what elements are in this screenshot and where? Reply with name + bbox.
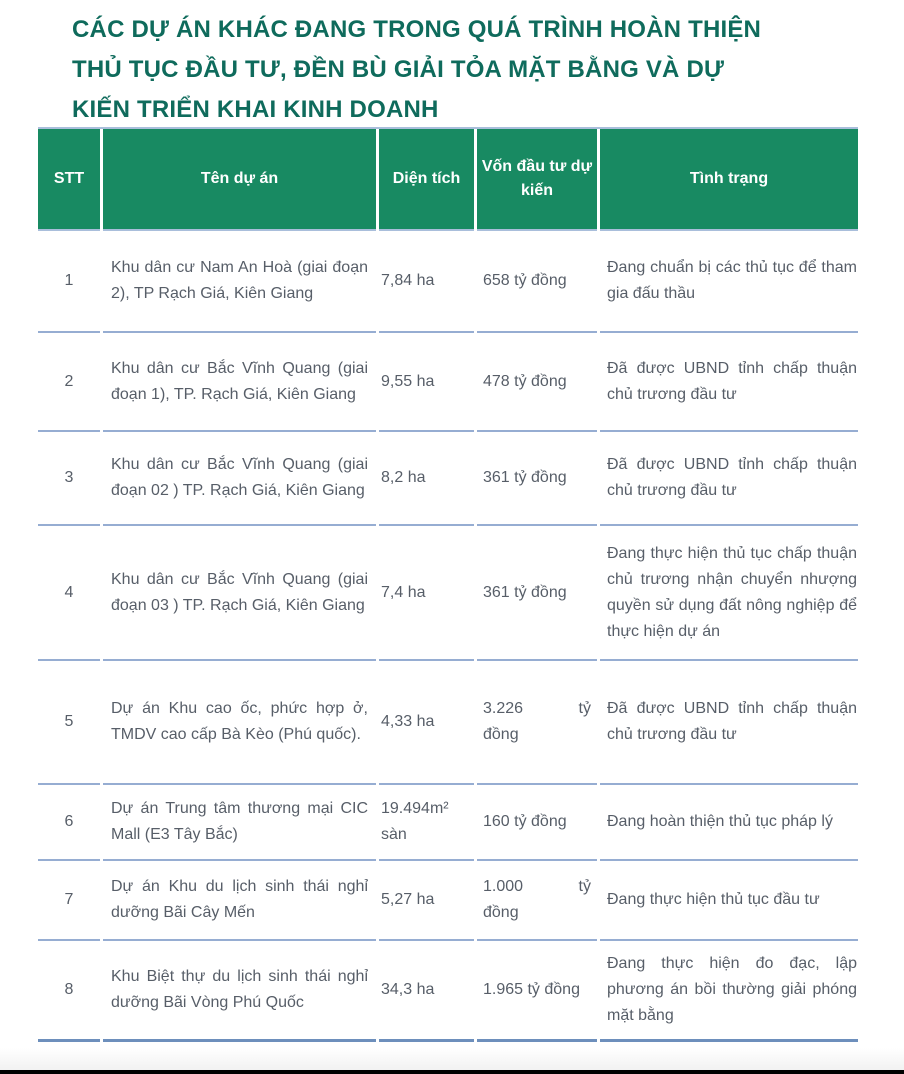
stt-cell: 2: [38, 333, 100, 432]
stt-cell: 6: [38, 785, 100, 861]
status-cell-text: Đã được UBND tỉnh chấp thuận chủ trương …: [607, 700, 857, 743]
project-name-cell: Khu dân cư Bắc Vĩnh Quang (giai đoạn 03 …: [103, 526, 376, 661]
project-name-cell-text: Khu dân cư Bắc Vĩnh Quang (giai đoạn 03 …: [111, 570, 368, 614]
page-bottom-bar: [0, 1070, 904, 1074]
stt-cell-text: 7: [64, 891, 74, 908]
capital-cell: 361 tỷ đồng: [477, 432, 597, 526]
status-cell: Đang hoàn thiện thủ tục pháp lý: [600, 785, 858, 861]
area-cell-text: 19.494m² sàn: [381, 800, 449, 843]
project-name-cell-text: Dự án Trung tâm thương mại CIC Mall (E3 …: [111, 800, 368, 843]
stt-cell: 4: [38, 526, 100, 661]
header-cell-status: Tình trạng: [600, 129, 858, 231]
header-cell-capital: Vốn đầu tư dự kiến: [477, 129, 597, 231]
area-cell-text: 4,33 ha: [381, 713, 435, 730]
status-cell: Đã được UBND tỉnh chấp thuận chủ trương …: [600, 661, 858, 785]
project-name-cell-text: Dự án Khu du lịch sinh thái nghỉ dưỡng B…: [111, 878, 368, 921]
page-title: CÁC DỰ ÁN KHÁC ĐANG TRONG QUÁ TRÌNH HOÀN…: [72, 16, 762, 123]
capital-cell: 160 tỷ đồng: [477, 785, 597, 861]
area-cell-text: 5,27 ha: [381, 891, 435, 908]
header-cell-area: Diện tích: [379, 129, 474, 231]
project-name-cell: Khu dân cư Bắc Vĩnh Quang (giai đoạn 1),…: [103, 333, 376, 432]
stt-cell: 1: [38, 231, 100, 333]
area-cell: 7,4 ha: [379, 526, 474, 661]
status-cell: Đang thực hiện thủ tục chấp thuận chủ tr…: [600, 526, 858, 661]
table-row: 4 Khu dân cư Bắc Vĩnh Quang (giai đoạn 03…: [38, 526, 858, 661]
capital-cell-text: 658 tỷ đồng: [483, 272, 567, 289]
capital-cell: 1.965 tỷ đồng: [477, 941, 597, 1042]
status-cell-text: Đang thực hiện thủ tục đầu tư: [607, 891, 820, 908]
status-cell-text: Đang hoàn thiện thủ tục pháp lý: [607, 813, 833, 830]
capital-cell: 478 tỷ đồng: [477, 333, 597, 432]
page-bottom-shade: [0, 1048, 904, 1070]
capital-cell-text: 3.226 tỷ đồng: [483, 700, 591, 743]
stt-cell-text: 4: [64, 583, 74, 601]
status-cell: Đang thực hiện thủ tục đầu tư: [600, 861, 858, 941]
capital-cell-text: 361 tỷ đồng: [483, 469, 567, 486]
stt-cell-text: 3: [64, 469, 74, 486]
stt-cell: 3: [38, 432, 100, 526]
area-cell: 4,33 ha: [379, 661, 474, 785]
stt-cell-text: 6: [64, 813, 74, 830]
stt-cell-text: 5: [64, 713, 74, 730]
status-cell-text: Đã được UBND tỉnh chấp thuận chủ trương …: [607, 456, 857, 499]
table-row: 1 Khu dân cư Nam An Hoà (giai đoạn 2), TP…: [38, 231, 858, 333]
capital-cell-text: 361 tỷ đồng: [483, 583, 567, 601]
capital-cell: 3.226 tỷ đồng: [477, 661, 597, 785]
status-cell: Đang thực hiện đo đạc, lập phương án bồi…: [600, 941, 858, 1042]
project-name-cell: Dự án Trung tâm thương mại CIC Mall (E3 …: [103, 785, 376, 861]
area-cell: 19.494m² sàn: [379, 785, 474, 861]
status-cell: Đang chuẩn bị các thủ tục để tham gia đấ…: [600, 231, 858, 333]
status-cell: Đã được UBND tỉnh chấp thuận chủ trương …: [600, 432, 858, 526]
stt-cell-text: 8: [64, 981, 74, 998]
table-header-row: STT Tên dự án Diện tích Vốn đầu tư dự ki…: [38, 127, 858, 231]
header-cell-stt: STT: [38, 129, 100, 231]
status-cell-text: Đang thực hiện thủ tục chấp thuận chủ tr…: [607, 544, 857, 640]
area-cell: 5,27 ha: [379, 861, 474, 941]
capital-cell: 658 tỷ đồng: [477, 231, 597, 333]
capital-cell-text: 1.000 tỷ đồng: [483, 878, 591, 921]
area-cell-text: 7,84 ha: [381, 272, 435, 289]
area-cell: 34,3 ha: [379, 941, 474, 1042]
table-row: 6 Dự án Trung tâm thương mại CIC Mall (E3…: [38, 785, 858, 861]
project-name-cell: Khu dân cư Nam An Hoà (giai đoạn 2), TP …: [103, 231, 376, 333]
capital-cell: 361 tỷ đồng: [477, 526, 597, 661]
stt-cell: 7: [38, 861, 100, 941]
status-cell-text: Đang chuẩn bị các thủ tục để tham gia đấ…: [607, 259, 857, 302]
table-row: 5 Dự án Khu cao ốc, phức hợp ở, TMDV cao …: [38, 661, 858, 785]
area-cell-text: 9,55 ha: [381, 372, 435, 390]
project-name-cell-text: Dự án Khu cao ốc, phức hợp ở, TMDV cao c…: [111, 700, 368, 743]
status-cell: Đã được UBND tỉnh chấp thuận chủ trương …: [600, 333, 858, 432]
header-cell-name: Tên dự án: [103, 129, 376, 231]
status-cell-text: Đã được UBND tỉnh chấp thuận chủ trương …: [607, 359, 857, 403]
area-cell-text: 8,2 ha: [381, 469, 426, 486]
capital-cell-text: 1.965 tỷ đồng: [483, 981, 580, 998]
capital-cell-text: 160 tỷ đồng: [483, 813, 567, 830]
stt-cell-text: 1: [64, 272, 74, 289]
stt-cell-text: 2: [64, 372, 74, 390]
area-cell: 7,84 ha: [379, 231, 474, 333]
stt-cell: 8: [38, 941, 100, 1042]
project-name-cell: Khu dân cư Bắc Vĩnh Quang (giai đoạn 02 …: [103, 432, 376, 526]
projects-table: STT Tên dự án Diện tích Vốn đầu tư dự ki…: [38, 127, 858, 1042]
area-cell: 8,2 ha: [379, 432, 474, 526]
table-row: 8 Khu Biệt thự du lịch sinh thái nghỉ dưỡ…: [38, 941, 858, 1042]
table-body: 1 Khu dân cư Nam An Hoà (giai đoạn 2), TP…: [38, 231, 858, 1042]
project-name-cell: Khu Biệt thự du lịch sinh thái nghỉ dưỡn…: [103, 941, 376, 1042]
project-name-cell-text: Khu dân cư Bắc Vĩnh Quang (giai đoạn 02 …: [111, 456, 368, 499]
project-name-cell: Dự án Khu cao ốc, phức hợp ở, TMDV cao c…: [103, 661, 376, 785]
table-row: 2 Khu dân cư Bắc Vĩnh Quang (giai đoạn 1)…: [38, 333, 858, 432]
table-row: 7 Dự án Khu du lịch sinh thái nghỉ dưỡng …: [38, 861, 858, 941]
status-cell-text: Đang thực hiện đo đạc, lập phương án bồi…: [607, 955, 857, 1024]
area-cell-text: 34,3 ha: [381, 981, 435, 998]
project-name-cell: Dự án Khu du lịch sinh thái nghỉ dưỡng B…: [103, 861, 376, 941]
project-name-cell-text: Khu dân cư Bắc Vĩnh Quang (giai đoạn 1),…: [111, 359, 368, 403]
area-cell-text: 7,4 ha: [381, 583, 426, 601]
capital-cell-text: 478 tỷ đồng: [483, 372, 567, 390]
capital-cell: 1.000 tỷ đồng: [477, 861, 597, 941]
table-row: 3 Khu dân cư Bắc Vĩnh Quang (giai đoạn 02…: [38, 432, 858, 526]
stt-cell: 5: [38, 661, 100, 785]
area-cell: 9,55 ha: [379, 333, 474, 432]
project-name-cell-text: Khu Biệt thự du lịch sinh thái nghỉ dưỡn…: [111, 968, 368, 1011]
project-name-cell-text: Khu dân cư Nam An Hoà (giai đoạn 2), TP …: [111, 259, 368, 302]
